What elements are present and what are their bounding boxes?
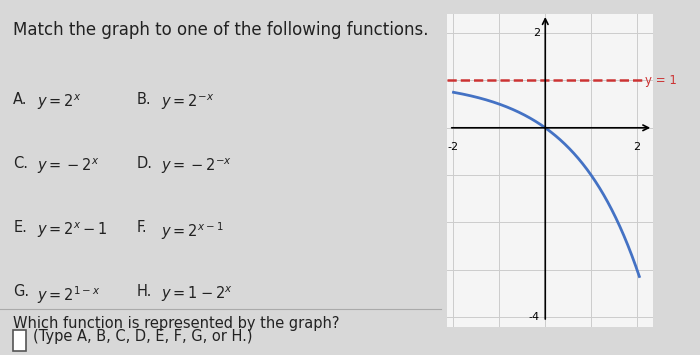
Text: E.: E.	[13, 220, 27, 235]
Text: $y = 2^x - 1$: $y = 2^x - 1$	[38, 220, 108, 240]
Text: A.: A.	[13, 92, 28, 107]
Text: C.: C.	[13, 156, 28, 171]
Text: $y = 2^{1-x}$: $y = 2^{1-x}$	[38, 284, 102, 306]
Text: F.: F.	[136, 220, 147, 235]
Text: H.: H.	[136, 284, 152, 299]
Text: $y = -2^x$: $y = -2^x$	[38, 156, 100, 176]
Text: $y = -2^{-x}$: $y = -2^{-x}$	[161, 156, 232, 176]
Text: 2: 2	[634, 142, 640, 152]
Text: (Type A, B, C, D, E, F, G, or H.): (Type A, B, C, D, E, F, G, or H.)	[33, 329, 253, 344]
Text: Which function is represented by the graph?: Which function is represented by the gra…	[13, 316, 340, 331]
Text: Match the graph to one of the following functions.: Match the graph to one of the following …	[13, 21, 428, 39]
Text: -4: -4	[528, 312, 540, 322]
Text: 2: 2	[533, 28, 540, 38]
Text: -2: -2	[448, 142, 459, 152]
Text: G.: G.	[13, 284, 29, 299]
Text: $y = 2^{-x}$: $y = 2^{-x}$	[161, 92, 214, 112]
Text: $y = 1 - 2^x$: $y = 1 - 2^x$	[161, 284, 233, 304]
Text: y = 1: y = 1	[645, 74, 677, 87]
Text: B.: B.	[136, 92, 151, 107]
Text: D.: D.	[136, 156, 153, 171]
Text: $y = 2^{x-1}$: $y = 2^{x-1}$	[161, 220, 223, 242]
Text: $y = 2^x$: $y = 2^x$	[38, 92, 82, 112]
FancyBboxPatch shape	[13, 330, 26, 351]
